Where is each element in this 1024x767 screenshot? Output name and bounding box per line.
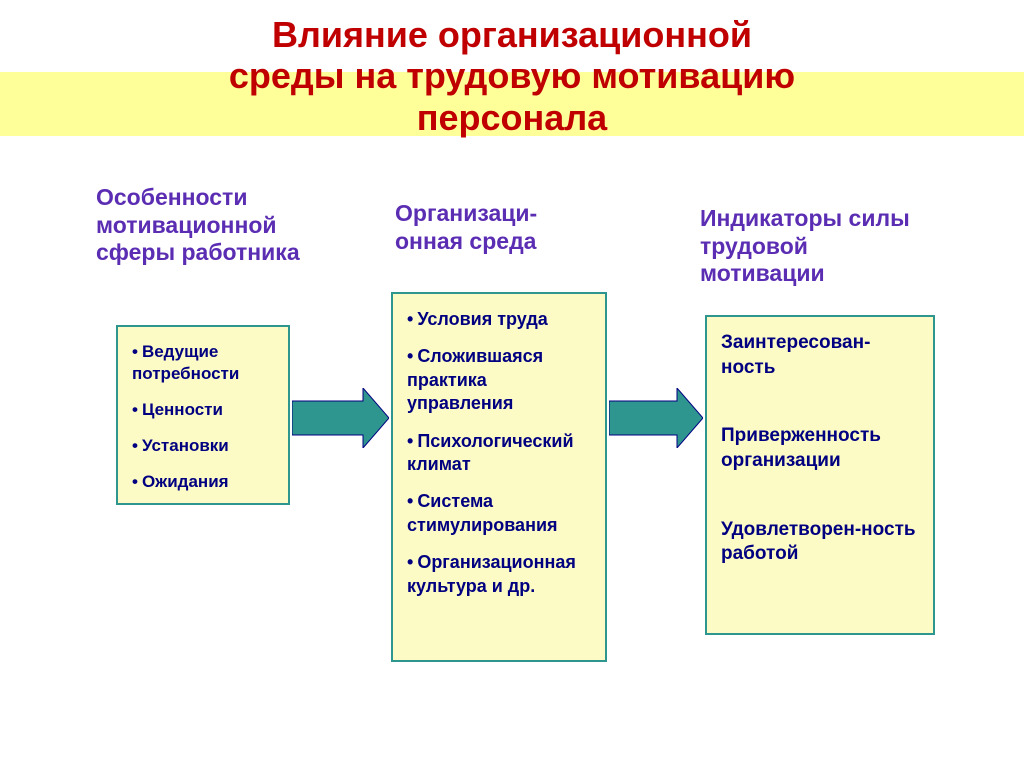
box2-list: Условия труда Сложившаяся практика управ… (407, 308, 591, 598)
box-indicators: Заинтересован-ность Приверженность орган… (705, 315, 935, 635)
box2-item: Организационная культура и др. (407, 551, 591, 598)
box3-item: Приверженность организации (721, 424, 919, 473)
title-line-3: персонала (0, 97, 1024, 138)
box3-item: Заинтересован-ность (721, 331, 919, 380)
title-line-1: Влияние организационной (0, 14, 1024, 55)
box3-item: Удовлетворен-ность работой (721, 518, 919, 567)
box2-item: Психологический климат (407, 430, 591, 477)
column-heading-2: Организаци-онная среда (395, 200, 595, 255)
column-heading-3: Индикаторы силы трудовой мотивации (700, 205, 920, 288)
box1-item: Ведущие потребности (132, 341, 274, 385)
box-organizational-environment: Условия труда Сложившаяся практика управ… (391, 292, 607, 662)
box1-item: Ценности (132, 399, 274, 421)
page-title: Влияние организационной среды на трудову… (0, 14, 1024, 138)
arrow-icon (609, 388, 703, 448)
title-line-2: среды на трудовую мотивацию (0, 55, 1024, 96)
box1-item: Ожидания (132, 471, 274, 493)
box2-item: Сложившаяся практика управления (407, 345, 591, 415)
column-heading-1: Особенности мотивационной сферы работник… (96, 184, 316, 267)
box1-list: Ведущие потребности Ценности Установки О… (132, 341, 274, 493)
box-motivational-features: Ведущие потребности Ценности Установки О… (116, 325, 290, 505)
box2-item: Система стимулирования (407, 490, 591, 537)
box2-item: Условия труда (407, 308, 591, 331)
arrow-icon (292, 388, 389, 448)
box1-item: Установки (132, 435, 274, 457)
